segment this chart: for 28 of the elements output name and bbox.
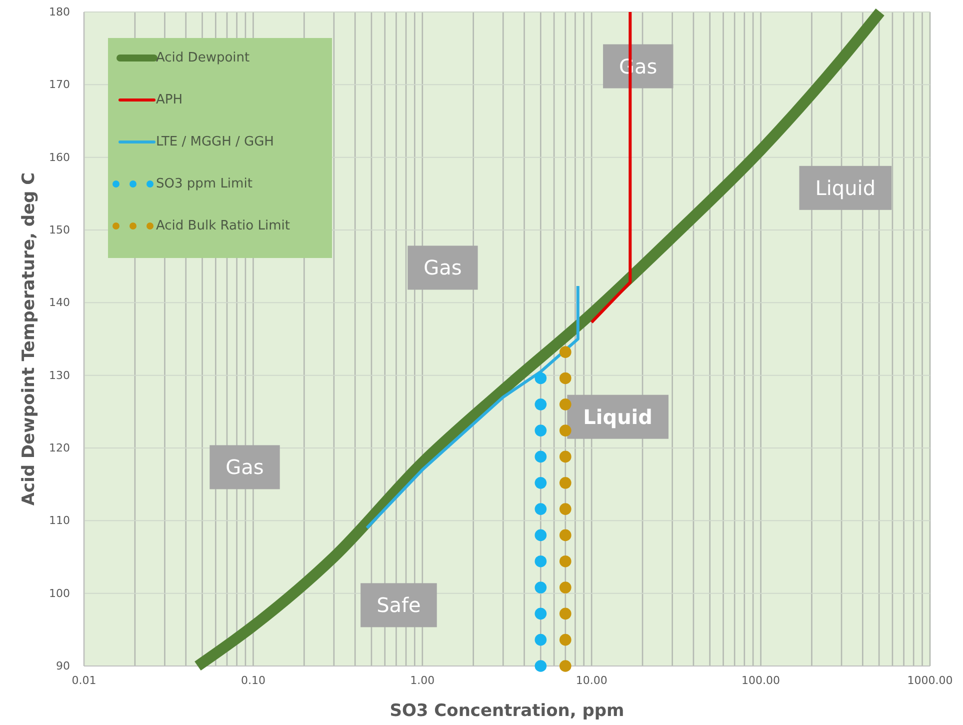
- x-tick-label: 100.00: [742, 674, 780, 687]
- legend-label: SO3 ppm Limit: [156, 176, 252, 192]
- x-axis-title: SO3 Concentration, ppm: [390, 701, 624, 721]
- legend-label: LTE / MGGH / GGH: [156, 134, 274, 150]
- annotation: Safe: [376, 593, 421, 618]
- y-tick-label: 150: [49, 224, 70, 237]
- legend-label: Acid Bulk Ratio Limit: [156, 218, 290, 234]
- y-tick-label: 100: [49, 586, 70, 600]
- y-tick-label: 130: [49, 368, 70, 382]
- y-tick-label: 110: [49, 514, 70, 528]
- y-axis-title: Acid Dewpoint Temperature, deg C: [19, 172, 39, 506]
- y-tick-label: 90: [56, 660, 70, 673]
- legend-label: Acid Dewpoint: [156, 50, 250, 66]
- x-tick-label: 0.10: [240, 674, 266, 687]
- annotation: Liquid: [583, 404, 652, 429]
- y-tick-label: 180: [49, 6, 70, 19]
- y-tick-label: 140: [49, 296, 70, 310]
- annotation: Liquid: [815, 176, 876, 200]
- y-tick-label: 120: [49, 442, 70, 455]
- annotation: Gas: [226, 455, 264, 480]
- y-tick-label: 170: [49, 78, 70, 92]
- x-tick-label: 1.00: [410, 674, 435, 687]
- x-tick-label: 0.01: [72, 674, 96, 687]
- x-tick-label: 10.00: [576, 674, 608, 687]
- y-tick-label: 160: [49, 150, 70, 164]
- legend-label: APH: [156, 92, 183, 108]
- x-tick-label: 1000.00: [907, 674, 953, 687]
- annotation: Gas: [424, 256, 462, 280]
